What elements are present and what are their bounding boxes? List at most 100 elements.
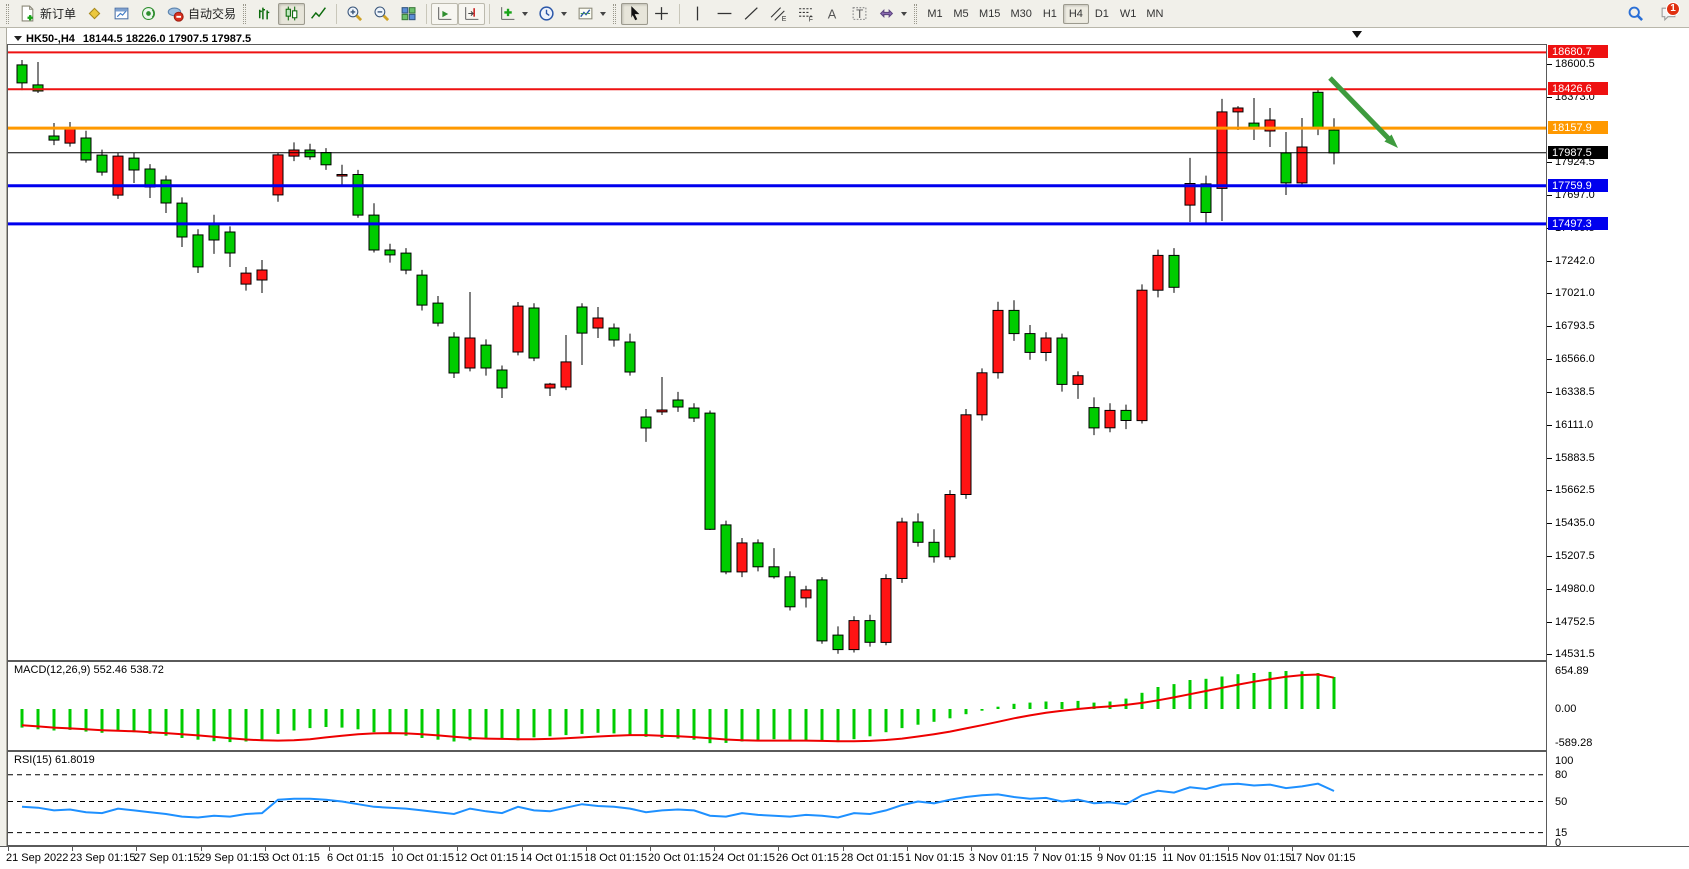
candle-down (832, 634, 844, 651)
auto-trading-button[interactable]: 自动交易 (162, 3, 241, 25)
candle-up (544, 383, 556, 389)
time-tick-mark (586, 847, 587, 851)
time-tick-label: 18 Oct 01:15 (584, 852, 647, 864)
price-tick-mark (1547, 523, 1552, 524)
cursor-button[interactable] (621, 2, 649, 25)
svg-text:T: T (856, 8, 863, 21)
rsi-label: RSI(15) 61.8019 (14, 754, 95, 766)
line-chart-button[interactable] (305, 3, 332, 25)
candle-down (224, 231, 236, 254)
horizontal-line-button[interactable] (711, 3, 738, 25)
candlestick-chart-button[interactable] (278, 2, 306, 25)
tile-windows-button[interactable] (395, 3, 422, 25)
candle-down (1008, 309, 1020, 335)
price-tick-label: 16338.5 (1555, 386, 1595, 398)
time-tick-label: 20 Oct 01:15 (648, 852, 711, 864)
candle-down (1168, 254, 1180, 288)
price-tick-label: 14531.5 (1555, 648, 1595, 660)
price-axis[interactable]: 18600.518373.017924.517697.017469.517242… (1547, 28, 1689, 849)
candle-up (1104, 409, 1116, 429)
candle-down (368, 214, 380, 251)
text-button[interactable]: A (819, 3, 846, 25)
macd-axis-label: -589.28 (1555, 737, 1593, 749)
candle-down (128, 157, 140, 171)
time-tick-label: 24 Oct 01:15 (712, 852, 775, 864)
time-tick-mark (778, 847, 779, 851)
chart-group-button[interactable] (81, 3, 108, 25)
timeframe-h1-button[interactable]: H1 (1042, 7, 1057, 20)
time-tick-mark (1292, 847, 1293, 851)
channel-button[interactable]: E (765, 3, 792, 25)
notification-badge: 1 (1666, 1, 1680, 16)
time-tick-mark (1228, 847, 1229, 851)
price-tick-label: 16111.0 (1555, 419, 1594, 431)
candle-up (848, 620, 860, 651)
new-order-label: 新订单 (40, 7, 77, 21)
svg-text:A: A (828, 6, 837, 21)
collapse-triangle-icon[interactable] (14, 36, 22, 41)
candle-down (688, 407, 700, 419)
zoom-out-button[interactable] (368, 3, 395, 25)
periods-button[interactable] (533, 3, 572, 25)
timeframe-m5-button[interactable]: M5 (953, 7, 969, 20)
auto-scroll-button[interactable] (431, 2, 459, 25)
timeframe-d1-button[interactable]: D1 (1094, 7, 1109, 20)
price-tick-label: 17697.0 (1555, 189, 1595, 201)
candle-up (64, 128, 76, 144)
rsi-axis-label: 50 (1555, 796, 1568, 808)
chart-shift-button[interactable] (458, 2, 486, 25)
time-tick-label: 14 Oct 01:15 (520, 852, 583, 864)
rsi-axis-label: 0 (1555, 837, 1562, 849)
time-tick-mark (714, 847, 715, 851)
candle-down (1328, 129, 1340, 154)
time-axis[interactable]: 21 Sep 2022 23 Sep 01:15 27 Sep 01:15 29 Se… (0, 846, 1689, 869)
timeframe-m15-button[interactable]: M15 (979, 7, 1001, 20)
main-chart-panel[interactable] (7, 44, 1547, 661)
chevron-down-icon (561, 11, 568, 16)
notifications-button[interactable]: 1 (1655, 1, 1680, 25)
price-level-badge: 18157.9 (1548, 121, 1608, 134)
vertical-line-icon (689, 5, 706, 22)
new-order-button[interactable]: 新订单 (14, 3, 81, 25)
timeframe-mn-button[interactable]: MN (1146, 7, 1164, 20)
rsi-axis-label: 100 (1555, 755, 1574, 767)
candlestick-chart[interactable] (8, 45, 1546, 660)
sound-alerts-button[interactable] (135, 3, 162, 25)
timeframe-h4-button[interactable]: H4 (1062, 3, 1089, 24)
crosshair-button[interactable] (648, 3, 675, 25)
rsi-chart[interactable] (8, 752, 1546, 845)
macd-chart[interactable] (8, 662, 1546, 750)
candle-up (976, 372, 988, 416)
vertical-line-button[interactable] (684, 3, 711, 25)
time-tick-label: 12 Oct 01:15 (455, 852, 518, 864)
bar-chart-button[interactable] (251, 3, 278, 25)
candle-down (496, 369, 508, 389)
toolbar-separator (336, 3, 338, 24)
templates-button[interactable] (572, 3, 611, 25)
search-icon (1627, 5, 1644, 22)
timeframe-w1-button[interactable]: W1 (1119, 7, 1137, 20)
timeframe-m1-button[interactable]: M1 (927, 7, 943, 20)
trend-arrow-annotation[interactable] (1328, 76, 1391, 141)
candle-down (160, 179, 172, 204)
chart-title-bar: HK50-,H4 18144.5 18226.0 17907.5 17987.5 (7, 29, 1689, 45)
candle-down (208, 223, 220, 241)
macd-panel[interactable]: MACD(12,26,9) 552.46 538.72 (7, 661, 1547, 751)
text-label-button[interactable]: T (846, 3, 873, 25)
fibonacci-button[interactable]: F (792, 3, 819, 25)
time-tick-mark (1099, 847, 1100, 851)
price-tick-label: 17021.0 (1555, 287, 1595, 299)
bar-chart-icon (256, 5, 273, 22)
search-button[interactable] (1622, 3, 1649, 25)
rsi-panel[interactable]: RSI(15) 61.8019 (7, 751, 1547, 846)
trendline-button[interactable] (738, 3, 765, 25)
time-tick-label: 6 Oct 01:15 (327, 852, 384, 864)
chart-window-button[interactable] (108, 3, 135, 25)
arrows-button[interactable] (873, 3, 912, 25)
indicators-button[interactable] (494, 3, 533, 25)
price-tick-label: 14980.0 (1555, 583, 1595, 595)
timeframe-m30-button[interactable]: M30 (1010, 7, 1032, 20)
zoom-in-button[interactable] (341, 3, 368, 25)
candle-up (1152, 254, 1164, 291)
candle-down (608, 327, 620, 341)
